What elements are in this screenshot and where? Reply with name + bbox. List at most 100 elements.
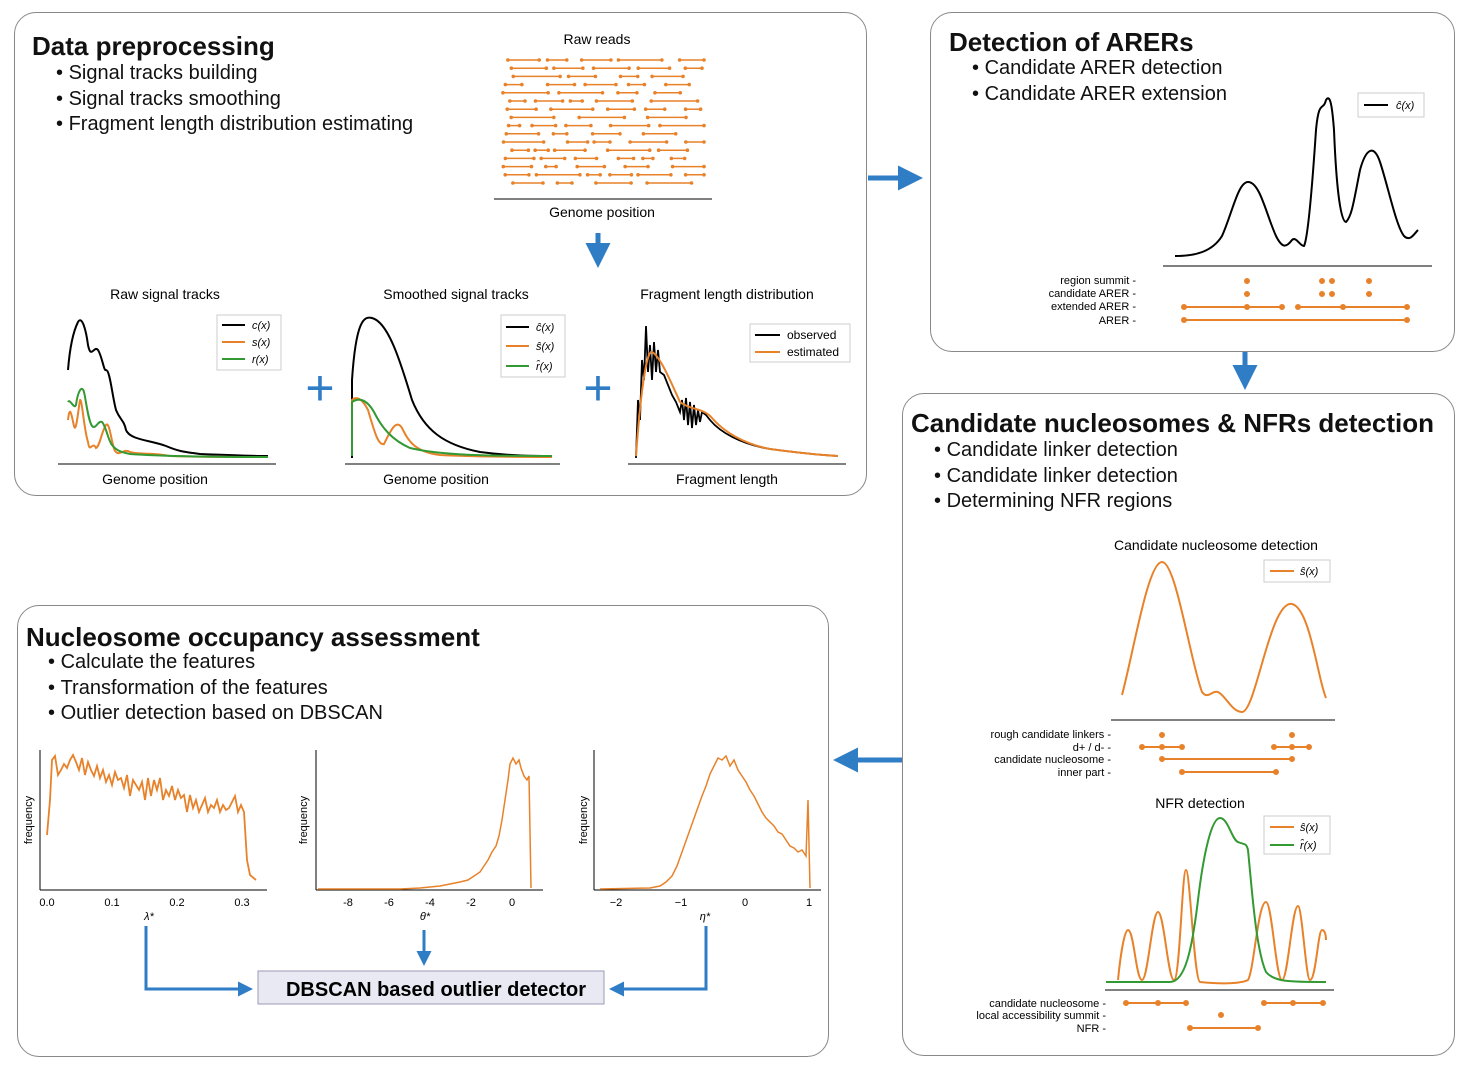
raw-read-end	[583, 148, 587, 152]
raw-read-end	[503, 173, 508, 177]
raw-read-end	[592, 140, 596, 144]
raw-read-end	[508, 99, 512, 103]
raw-read-end	[687, 82, 691, 87]
raw-read-end	[685, 148, 690, 152]
cand-track-label: inner part -	[1058, 767, 1112, 779]
raw-read-end	[532, 156, 536, 161]
raw-read-end	[575, 164, 580, 169]
hist-theta-tick: -2	[466, 897, 476, 909]
raw-read-end	[683, 107, 688, 111]
raw-read-end	[616, 91, 620, 95]
raw-read-end	[534, 107, 538, 111]
legend-estimated: estimated	[787, 345, 839, 359]
raw-read-end	[506, 123, 511, 128]
legend-c: c(x)	[252, 320, 271, 332]
hist-theta-tick: -6	[384, 897, 394, 909]
cand-track-label: d+ / d- -	[1073, 742, 1112, 754]
raw-read-end	[645, 181, 649, 185]
raw-read-end	[629, 181, 633, 185]
arer-track-label: region summit -	[1060, 275, 1136, 287]
nfr-s-hat-curve	[1117, 868, 1327, 985]
frag-dist-title: Fragment length distribution	[640, 286, 814, 302]
raw-read-end	[684, 140, 688, 144]
raw-read-end	[551, 132, 556, 136]
raw-read-end	[605, 148, 610, 152]
raw-read-end	[577, 115, 581, 120]
nfr-tracks	[1123, 1000, 1326, 1031]
nucleosome-bullets: Candidate linker detection Candidate lin…	[934, 438, 1178, 515]
raw-read-end	[511, 181, 515, 185]
raw-read-end	[683, 66, 688, 70]
raw-read-end	[618, 74, 623, 79]
raw-read-end	[667, 66, 672, 70]
raw-read-end	[669, 156, 674, 161]
raw-read-end	[673, 132, 678, 136]
hist-lambda-tick: 0.1	[104, 897, 119, 909]
raw-read-end	[510, 148, 514, 152]
raw-read-end	[534, 173, 539, 177]
hist-eta-tick: −1	[675, 897, 688, 909]
frag-estimated-curve	[635, 350, 839, 457]
raw-read-end	[683, 173, 688, 177]
raw-read-end	[565, 140, 570, 144]
raw-read-end	[682, 156, 687, 161]
raw-read-end	[546, 91, 550, 95]
raw-read-end	[689, 181, 694, 185]
bullet-item: Calculate the features	[48, 650, 383, 676]
legend-observed: observed	[787, 328, 836, 342]
raw-read-end	[570, 181, 574, 185]
raw-read-end	[623, 164, 627, 169]
raw-read-end	[618, 132, 622, 136]
hist-eta-tick: 1	[806, 897, 812, 909]
raw-read-end	[549, 107, 553, 111]
raw-read-end	[684, 115, 688, 120]
raw-read-end	[700, 66, 704, 70]
raw-read-end	[560, 99, 565, 103]
arrow-eta-to-dbscan	[609, 926, 708, 997]
raw-read-end	[546, 148, 551, 152]
nucleosome-title: Candidate nucleosomes & NFRs detection	[911, 408, 1434, 438]
smooth-signal-title: Smoothed signal tracks	[383, 286, 529, 302]
raw-read-end	[677, 58, 682, 62]
bullet-item: Determining NFR regions	[934, 489, 1178, 515]
bullet-item: Fragment length distribution estimating	[56, 112, 414, 138]
raw-read-end	[641, 132, 646, 136]
arer-bullets: Candidate ARER detection Candidate ARER …	[972, 56, 1227, 107]
frag-xlabel: Fragment length	[676, 471, 778, 487]
raw-read-end	[643, 107, 648, 111]
raw-read-end	[552, 115, 556, 120]
raw-read-end	[529, 164, 534, 169]
raw-read-end	[573, 156, 578, 161]
raw-read-end	[564, 123, 568, 128]
raw-read-end	[616, 156, 621, 161]
raw-read-end	[572, 82, 577, 87]
raw-read-end	[517, 123, 522, 128]
raw-read-end	[564, 132, 569, 136]
raw-read-end	[626, 82, 631, 87]
raw-read-end	[632, 107, 637, 111]
arer-title: Detection of ARERs	[949, 27, 1194, 57]
raw-reads-title: Raw reads	[564, 31, 631, 47]
raw-signal-legend: c(x) s(x) r(x)	[216, 314, 282, 371]
raw-read-end	[628, 140, 632, 144]
raw-read-end	[664, 140, 669, 144]
raw-read-end	[698, 107, 703, 111]
hist-lambda-tick: 0.2	[169, 897, 184, 909]
dbscan-label: DBSCAN based outlier detector	[286, 979, 586, 1001]
bullet-item: Candidate ARER detection	[972, 56, 1227, 82]
cand-nuc-title: Candidate nucleosome detection	[1114, 537, 1318, 553]
raw-read-end	[660, 58, 664, 62]
raw-read-end	[537, 58, 541, 62]
raw-s-curve	[67, 398, 269, 458]
hist-eta-tick: −2	[610, 897, 623, 909]
hist-eta: frequency −2 −1 0 1 η*	[578, 750, 821, 923]
raw-read-end	[608, 123, 613, 128]
raw-read-end	[501, 164, 506, 169]
raw-read-end	[509, 66, 514, 70]
raw-read-end	[646, 123, 651, 128]
raw-read-end	[695, 99, 700, 103]
raw-read-end	[614, 82, 618, 87]
raw-read-end	[681, 74, 685, 79]
raw-read-end	[642, 82, 647, 87]
